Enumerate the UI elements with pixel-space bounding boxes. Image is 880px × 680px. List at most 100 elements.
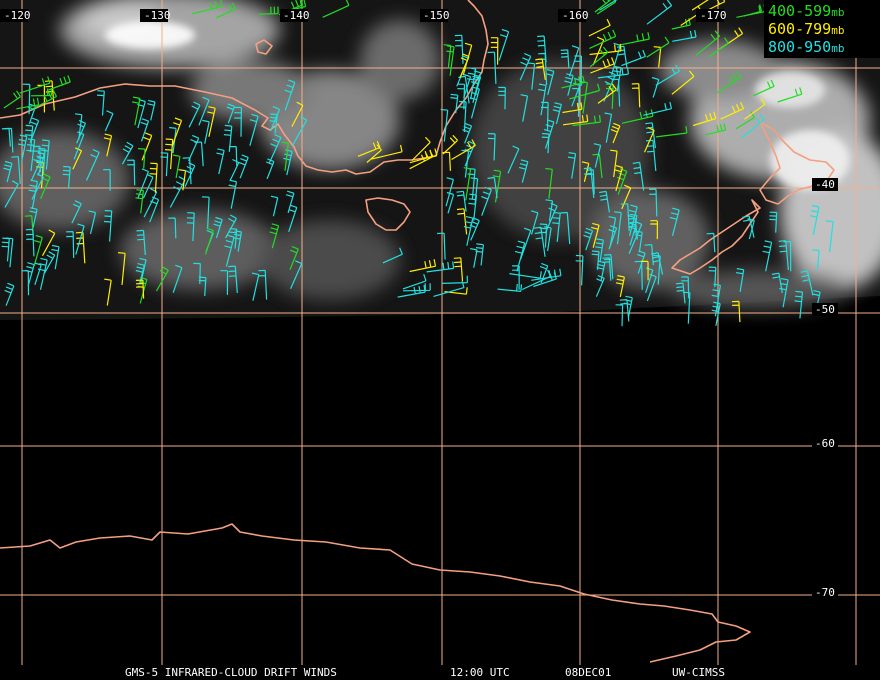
wind-barb <box>403 283 431 292</box>
wind-barb <box>509 271 542 279</box>
svg-text:800-950mb: 800-950mb <box>768 38 844 56</box>
wind-barb <box>562 102 583 114</box>
wind-barb <box>691 0 709 11</box>
antarctica-coastline <box>0 523 751 663</box>
wind-barb <box>632 161 645 191</box>
wind-barb <box>34 262 42 285</box>
wind-barb <box>382 247 403 264</box>
wind-barb <box>141 132 153 161</box>
wind-barb <box>270 106 281 132</box>
wind-barb <box>535 58 546 80</box>
wind-barb <box>621 49 646 67</box>
wind-barb <box>41 229 56 256</box>
wind-barb <box>545 167 553 199</box>
wind-barb <box>736 268 745 292</box>
wind-barb <box>433 280 465 297</box>
pressure-legend: 400-599mb 600-799mb 800-950mb <box>764 0 880 58</box>
wind-barb <box>531 268 562 281</box>
lon-label: -170 <box>700 9 727 22</box>
wind-barb <box>268 134 282 164</box>
wind-barb <box>440 108 449 142</box>
wind-barb <box>544 119 555 149</box>
wind-barb <box>470 177 479 206</box>
wind-barb <box>783 241 792 272</box>
wind-barb <box>809 205 820 236</box>
wind-barb <box>104 110 114 132</box>
wind-barb <box>590 57 615 74</box>
wind-barb <box>711 301 721 326</box>
wind-barb <box>615 275 625 298</box>
wind-barb <box>744 98 766 120</box>
legend-unit: mb <box>831 42 844 55</box>
wind-barb <box>826 220 834 253</box>
wind-barb <box>229 228 238 249</box>
wind-barb <box>103 209 113 242</box>
wind-barb <box>51 244 60 270</box>
wind-barb <box>288 204 298 232</box>
lon-label: -150 <box>423 9 450 22</box>
wind-barb <box>137 168 150 199</box>
wind-barb <box>31 173 44 200</box>
wind-barb <box>229 145 238 166</box>
wind-barb <box>164 138 174 170</box>
wind-barb <box>497 283 523 292</box>
wind-barb <box>634 260 643 290</box>
wind-barb <box>66 231 75 259</box>
wind-barb <box>706 232 716 253</box>
wind-barb <box>29 207 38 229</box>
lat-label: -40 <box>815 178 835 191</box>
wind-barb <box>470 248 478 268</box>
wind-barb <box>4 127 14 153</box>
wind-barb <box>269 223 280 249</box>
wind-barb <box>37 147 46 176</box>
wind-barb <box>520 227 532 260</box>
wind-barb <box>537 35 547 63</box>
wind-barb <box>409 259 437 273</box>
wind-barb <box>656 126 688 138</box>
wind-barb <box>96 90 105 116</box>
wind-barb <box>470 70 482 103</box>
wind-barb <box>593 143 602 168</box>
wind-barb <box>451 139 476 161</box>
wind-barb <box>30 88 52 97</box>
wind-barb <box>172 154 181 179</box>
wind-barb <box>671 70 695 95</box>
wind-barb <box>215 2 237 19</box>
wind-barb <box>88 210 97 235</box>
wind-barb <box>541 133 550 154</box>
wind-barb <box>693 111 717 127</box>
wind-barb <box>627 204 638 236</box>
wind-barb <box>182 157 192 185</box>
wind-barb <box>589 46 609 68</box>
wind-barb <box>41 139 50 170</box>
wind-barb <box>589 29 617 49</box>
wind-barb <box>552 102 562 125</box>
wind-barb <box>646 0 673 25</box>
wind-barb <box>450 93 459 114</box>
legend-unit: mb <box>831 24 844 37</box>
wind-barb <box>233 230 242 252</box>
wind-barb <box>371 144 403 160</box>
wind-barb <box>552 211 561 242</box>
wind-barb <box>74 113 83 140</box>
wind-barb <box>223 124 233 152</box>
wind-barb <box>121 141 134 165</box>
wind-barb <box>135 279 145 299</box>
wind-barb <box>4 180 19 208</box>
wind-barb <box>142 173 154 199</box>
wind-barb <box>75 231 86 264</box>
wind-barb <box>198 276 207 296</box>
wind-barb <box>104 278 112 306</box>
wind-barb <box>426 261 455 273</box>
wind-barb <box>118 252 126 285</box>
wind-barb <box>603 254 614 280</box>
wind-barb <box>645 267 654 293</box>
wind-barb <box>675 282 686 304</box>
wind-barb <box>777 87 803 103</box>
wind-barb <box>646 36 670 58</box>
wind-barb <box>518 159 529 183</box>
wind-barb <box>469 86 480 119</box>
latitude-labels: -40 -50 -60 -70 <box>812 178 838 599</box>
wind-barb <box>614 211 622 245</box>
longitude-labels: -120 -130 -140 -150 -160 -170 <box>0 9 727 22</box>
